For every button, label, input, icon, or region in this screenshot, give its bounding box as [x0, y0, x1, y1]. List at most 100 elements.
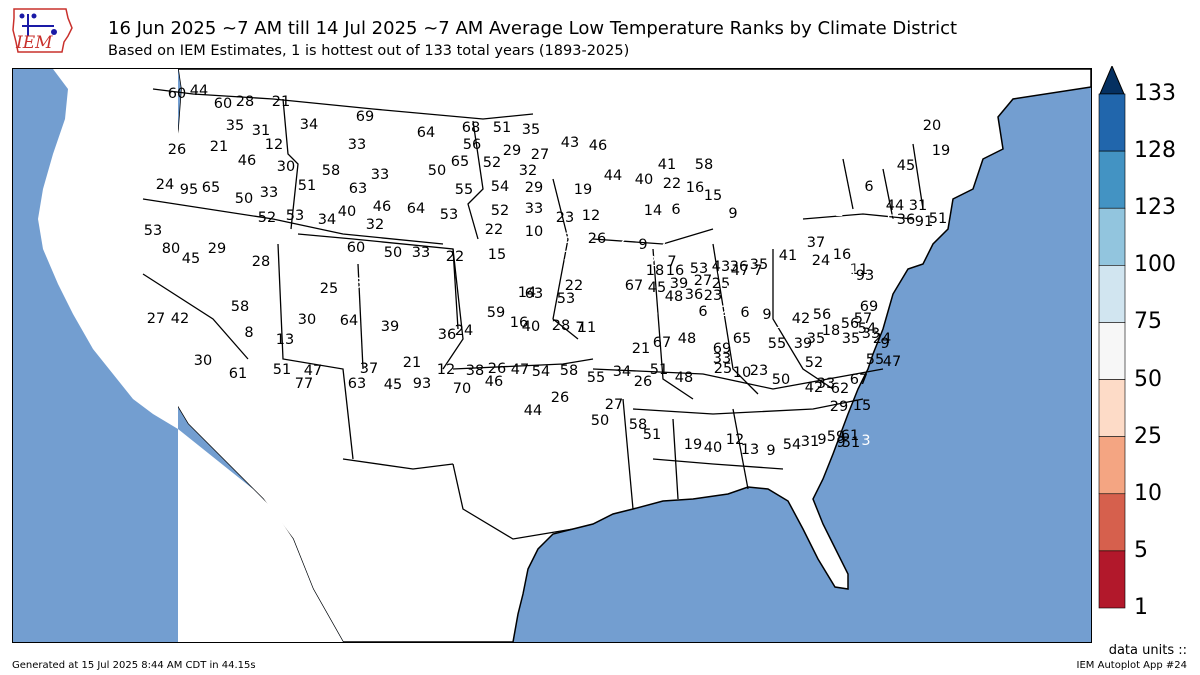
district-rank-label: 60	[347, 240, 365, 256]
district-rank-label: 65	[451, 154, 469, 170]
district-rank-label: 3	[353, 276, 362, 292]
district-rank-label: 40	[338, 204, 356, 220]
district-rank-label: 1	[617, 253, 626, 269]
district-rank-label: 35	[842, 331, 860, 347]
district-rank-label: 33	[862, 326, 880, 342]
district-rank-label: 2	[691, 258, 700, 274]
district-rank-label: 41	[658, 157, 676, 173]
district-rank-label: 31	[801, 434, 819, 450]
district-rank-label: 1	[858, 163, 867, 179]
chart-title: 16 Jun 2025 ~7 AM till 14 Jul 2025 ~7 AM…	[108, 18, 958, 39]
colorbar-bin	[1098, 322, 1126, 380]
district-rank-label: 15	[704, 188, 722, 204]
iem-logo: IEM	[10, 6, 74, 58]
district-rank-label: 1	[569, 273, 578, 289]
district-rank-label: 69	[713, 341, 731, 357]
district-rank-label: 16	[510, 315, 528, 331]
district-rank-label: 14	[644, 203, 662, 219]
district-rank-label: 47	[731, 263, 749, 279]
district-rank-label: 34	[613, 364, 631, 380]
district-rank-label: 22	[446, 249, 464, 265]
colorbar-bin	[1098, 379, 1126, 437]
district-rank-label: 4	[866, 196, 875, 212]
district-rank-label: 3	[563, 249, 572, 265]
district-rank-label: 55	[455, 182, 473, 198]
district-rank-label: 27	[531, 147, 549, 163]
district-rank-label: 32	[366, 217, 384, 233]
district-rank-label: 23	[704, 288, 722, 304]
district-rank-label: 3	[704, 206, 713, 222]
district-rank-label: 31	[252, 123, 270, 139]
district-rank-label: 37	[360, 361, 378, 377]
district-rank-label: 3	[762, 281, 771, 297]
district-rank-label: 24	[455, 323, 473, 339]
colorbar-bin	[1098, 493, 1126, 552]
district-rank-label: 61	[841, 428, 859, 444]
district-rank-label: 60	[214, 96, 232, 112]
district-rank-label: 65	[202, 180, 220, 196]
district-rank-label: 30	[298, 312, 316, 328]
district-rank-label: 2	[805, 282, 814, 298]
district-rank-label: 26	[168, 142, 186, 158]
district-rank-label: 3	[803, 258, 812, 274]
district-rank-label: 21	[272, 94, 290, 110]
district-rank-label: 9	[836, 435, 845, 451]
district-rank-label: 2	[346, 344, 355, 360]
district-rank-label: 68	[462, 120, 480, 136]
district-rank-label: 45	[897, 158, 915, 174]
district-rank-label: 6	[698, 304, 707, 320]
district-rank-label: 4	[717, 264, 726, 280]
district-rank-label: 34	[300, 117, 318, 133]
district-rank-label: 36	[730, 259, 748, 275]
district-rank-label: 11	[850, 262, 868, 278]
district-rank-label: 1	[878, 257, 887, 273]
district-rank-label: 37	[807, 235, 825, 251]
district-rank-label: 26	[588, 231, 606, 247]
district-rank-label: 4	[738, 209, 747, 225]
district-rank-label: 67	[850, 372, 868, 388]
district-rank-label: 4	[739, 237, 748, 253]
colorbar-tick-label: 123	[1134, 195, 1176, 221]
district-rank-label: 46	[589, 138, 607, 154]
district-rank-label: 95	[180, 182, 198, 198]
northwest-land	[38, 69, 343, 642]
district-rank-label: 54	[783, 437, 801, 453]
district-rank-label: 4	[535, 247, 544, 263]
district-rank-label: 35	[226, 118, 244, 134]
district-rank-label: 56	[463, 137, 481, 153]
data-units-label: data units ::	[1108, 643, 1187, 658]
colorbar-bin	[1098, 93, 1126, 152]
district-rank-label: 6	[864, 179, 873, 195]
district-rank-label: 7	[667, 254, 676, 270]
colorbar-tick-label: 10	[1134, 480, 1162, 506]
district-rank-label: 1	[781, 284, 790, 300]
district-rank-label: 27	[605, 397, 623, 413]
district-rank-label: 56	[813, 307, 831, 323]
district-rank-label: 54	[491, 179, 509, 195]
district-rank-label: 59	[827, 429, 845, 445]
app-credit: IEM Autoplot App #24	[1076, 660, 1187, 671]
district-rank-label: 21	[210, 139, 228, 155]
district-rank-label: 33	[348, 137, 366, 153]
district-rank-label: 69	[860, 299, 878, 315]
colorbar-bin	[1098, 207, 1126, 266]
district-rank-label: 54	[532, 364, 550, 380]
district-rank-label: 21	[403, 355, 421, 371]
district-rank-label: 12	[582, 208, 600, 224]
district-rank-label: 8	[244, 325, 253, 341]
district-rank-label: 55	[768, 336, 786, 352]
district-rank-label: 80	[162, 241, 180, 257]
district-rank-label: 52	[258, 210, 276, 226]
district-rank-label: 51	[650, 362, 668, 378]
district-rank-label: 56	[841, 316, 859, 332]
district-rank-label: 64	[417, 125, 435, 141]
district-rank-label: 59	[487, 305, 505, 321]
district-rank-label: 30	[277, 159, 295, 175]
district-rank-label: 24	[873, 331, 891, 347]
district-rank-label: 46	[485, 374, 503, 390]
district-rank-label: 34	[318, 212, 336, 228]
district-rank-label: 41	[779, 248, 797, 264]
district-rank-label: 35	[750, 257, 768, 273]
district-rank-label: 3	[779, 262, 788, 278]
